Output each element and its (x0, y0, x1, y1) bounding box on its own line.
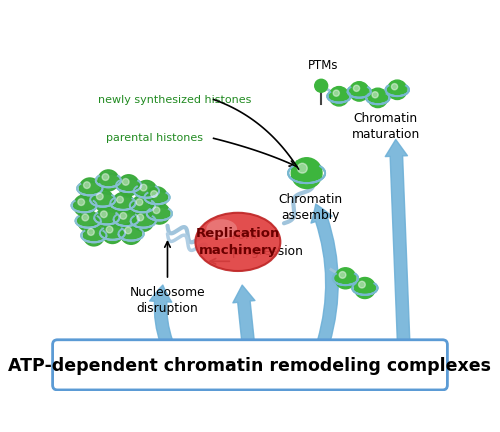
Circle shape (333, 90, 340, 96)
Circle shape (112, 193, 134, 213)
Circle shape (330, 86, 348, 106)
Text: ATP-dependent chromatin remodeling complexes: ATP-dependent chromatin remodeling compl… (8, 357, 492, 375)
Circle shape (120, 213, 126, 219)
Circle shape (314, 79, 328, 92)
Circle shape (136, 181, 157, 201)
FancyArrowPatch shape (150, 285, 172, 344)
Circle shape (100, 211, 107, 218)
Circle shape (146, 187, 168, 208)
Text: Fork
progression: Fork progression (232, 229, 304, 258)
Circle shape (98, 170, 119, 191)
Circle shape (339, 272, 346, 278)
Circle shape (120, 223, 142, 245)
Text: Nucleosome
disruption: Nucleosome disruption (130, 286, 206, 315)
Circle shape (122, 178, 129, 185)
Circle shape (132, 195, 153, 216)
Text: parental histones: parental histones (106, 133, 203, 143)
Circle shape (84, 182, 90, 188)
Circle shape (358, 281, 366, 288)
Circle shape (74, 195, 94, 216)
Text: newly synthesized histones: newly synthesized histones (98, 95, 252, 105)
Text: Chromatin
maturation: Chromatin maturation (352, 111, 420, 141)
Circle shape (78, 199, 84, 206)
Circle shape (137, 214, 143, 221)
Ellipse shape (206, 219, 237, 238)
Circle shape (116, 209, 136, 230)
Circle shape (140, 184, 147, 191)
Circle shape (388, 80, 407, 99)
Circle shape (292, 158, 322, 188)
Circle shape (116, 196, 123, 203)
Circle shape (392, 83, 398, 90)
Circle shape (106, 226, 113, 233)
Circle shape (84, 225, 104, 246)
Circle shape (92, 189, 114, 210)
Circle shape (96, 207, 117, 228)
Circle shape (102, 174, 109, 181)
Circle shape (150, 191, 158, 197)
Text: PTMs: PTMs (308, 59, 338, 72)
Circle shape (96, 193, 103, 200)
Circle shape (132, 210, 154, 232)
Text: Replication
machinery: Replication machinery (196, 227, 280, 257)
Circle shape (82, 214, 88, 221)
FancyArrowPatch shape (233, 285, 255, 343)
Circle shape (354, 85, 360, 92)
Circle shape (102, 222, 123, 244)
Circle shape (125, 227, 132, 234)
FancyArrowPatch shape (386, 140, 410, 342)
Circle shape (153, 207, 160, 213)
Circle shape (80, 178, 100, 199)
Circle shape (78, 210, 98, 232)
Circle shape (298, 163, 307, 173)
Circle shape (118, 175, 139, 196)
Circle shape (335, 268, 356, 289)
Circle shape (88, 229, 94, 235)
FancyArrowPatch shape (311, 204, 338, 344)
Circle shape (354, 277, 376, 299)
FancyBboxPatch shape (52, 340, 448, 390)
Circle shape (136, 199, 143, 206)
Circle shape (350, 82, 369, 101)
Circle shape (372, 92, 378, 98)
Ellipse shape (196, 213, 280, 271)
Text: Chromatin
assembly: Chromatin assembly (278, 193, 342, 222)
Circle shape (368, 88, 388, 108)
Circle shape (149, 203, 170, 224)
